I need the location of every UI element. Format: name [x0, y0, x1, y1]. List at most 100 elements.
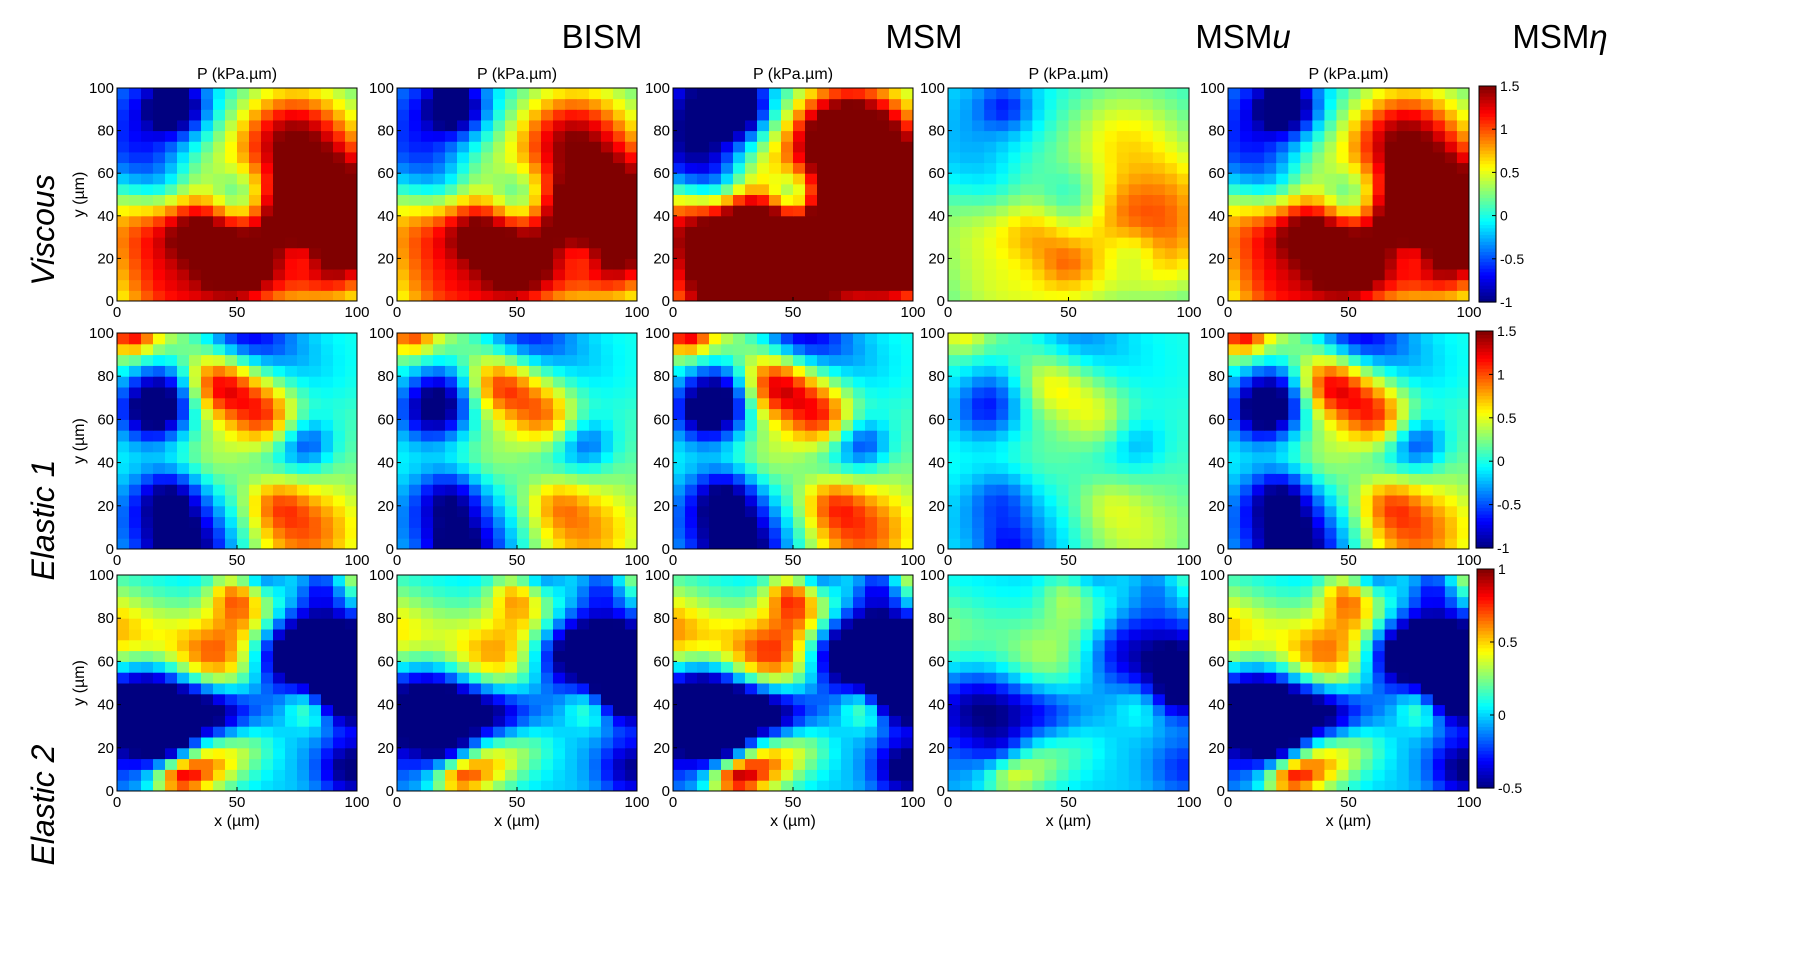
heatmap-cell [141, 430, 154, 442]
heatmap-cell [793, 226, 806, 238]
heatmap-cell [1384, 194, 1398, 206]
heatmap-cell [601, 397, 614, 410]
heatmap-cell [165, 575, 178, 587]
heatmap-cell [553, 205, 566, 217]
heatmap-cell [1116, 130, 1130, 142]
heatmap-cell [333, 119, 346, 132]
heatmap-cell [565, 516, 578, 528]
heatmap-cell [733, 237, 746, 249]
heatmap-cell [841, 527, 854, 539]
heatmap-cell [1240, 88, 1253, 100]
heatmap-cell [601, 279, 614, 291]
heatmap-cell [541, 430, 554, 442]
heatmap-cell [1228, 365, 1241, 377]
heatmap-cell [1408, 354, 1422, 366]
heatmap-cell [213, 629, 226, 641]
heatmap-cell [201, 495, 214, 507]
heatmap-cell [781, 269, 794, 281]
heatmap-cell [553, 607, 566, 619]
heatmap-cell [345, 441, 358, 453]
heatmap-cell [345, 162, 358, 174]
heatmap-cell [273, 151, 286, 164]
y-tick-label: 60 [1208, 165, 1225, 182]
heatmap-cell [505, 162, 518, 174]
heatmap-cell [189, 130, 202, 142]
heatmap-cell [201, 119, 214, 132]
heatmap-cell [793, 237, 806, 249]
heatmap-cell [1164, 205, 1178, 217]
heatmap-cell [177, 484, 190, 496]
heatmap-cell [493, 215, 506, 227]
heatmap-cell [1176, 151, 1190, 164]
heatmap-cell [309, 354, 322, 366]
heatmap-cell [1264, 397, 1277, 410]
heatmap-cell [1348, 387, 1362, 399]
heatmap-cell [397, 226, 410, 238]
heatmap-cell [153, 205, 166, 217]
heatmap-cell [141, 484, 154, 496]
heatmap-cell [333, 780, 346, 792]
heatmap-cell [481, 495, 494, 507]
heatmap-cell [141, 704, 154, 716]
heatmap-cell [565, 173, 578, 185]
heatmap-cell [249, 130, 262, 142]
heatmap-cell [1348, 333, 1362, 345]
heatmap-cell [309, 747, 322, 760]
heatmap-cell [1104, 237, 1118, 249]
heatmap-cell [589, 462, 602, 474]
heatmap-cell [781, 98, 794, 110]
heatmap-cell [601, 162, 614, 174]
heatmap-cell [1092, 215, 1106, 227]
heatmap-cell [589, 527, 602, 539]
heatmap-cell [613, 408, 626, 420]
heatmap-cell [877, 365, 890, 377]
heatmap-cell [141, 419, 154, 431]
heatmap-cell [541, 650, 554, 662]
heatmap-cell [1020, 408, 1033, 420]
heatmap-cell [1044, 376, 1057, 388]
heatmap-cell [865, 269, 878, 281]
heatmap-cell [996, 162, 1009, 174]
heatmap-cell [225, 130, 238, 142]
heatmap-cell [1312, 119, 1325, 132]
heatmap-cell [249, 441, 262, 453]
heatmap-cell [297, 585, 310, 598]
heatmap-cell [1372, 408, 1386, 420]
heatmap-cell [409, 769, 422, 781]
heatmap-cell [1044, 215, 1057, 227]
heatmap-cell [948, 130, 961, 142]
heatmap-cell [577, 215, 590, 227]
heatmap-cell [793, 451, 806, 464]
heatmap-cell [445, 737, 458, 749]
heatmap-cell [1044, 505, 1057, 518]
heatmap-cell [261, 672, 274, 684]
heatmap-cell [601, 343, 614, 356]
heatmap-cell [153, 484, 166, 496]
heatmap-cell [721, 441, 734, 453]
x-tick-label: 50 [229, 794, 246, 811]
heatmap-cell [733, 333, 746, 345]
heatmap-cell [517, 495, 530, 507]
heatmap-cell [1092, 258, 1106, 270]
heatmap-cell [877, 354, 890, 366]
heatmap-cell [1252, 343, 1265, 356]
heatmap-cell [601, 215, 614, 227]
heatmap-cell [1384, 343, 1398, 356]
heatmap-cell [1420, 258, 1434, 270]
heatmap-cell [1276, 387, 1289, 399]
heatmap-cell [613, 505, 626, 518]
heatmap-cell [529, 88, 542, 100]
heatmap-cell [601, 639, 614, 652]
x-tick-label: 50 [1060, 552, 1077, 569]
heatmap-cell [1080, 119, 1094, 132]
heatmap-cell [1104, 258, 1118, 270]
heatmap-cell [1360, 495, 1374, 507]
heatmap-cell [261, 258, 274, 270]
heatmap-cell [529, 279, 542, 291]
heatmap-cell [1164, 462, 1178, 474]
heatmap-cell [565, 747, 578, 760]
heatmap-cell [865, 130, 878, 142]
heatmap-cell [1080, 451, 1094, 464]
heatmap-cell [189, 618, 202, 630]
heatmap-cell [1152, 484, 1166, 496]
